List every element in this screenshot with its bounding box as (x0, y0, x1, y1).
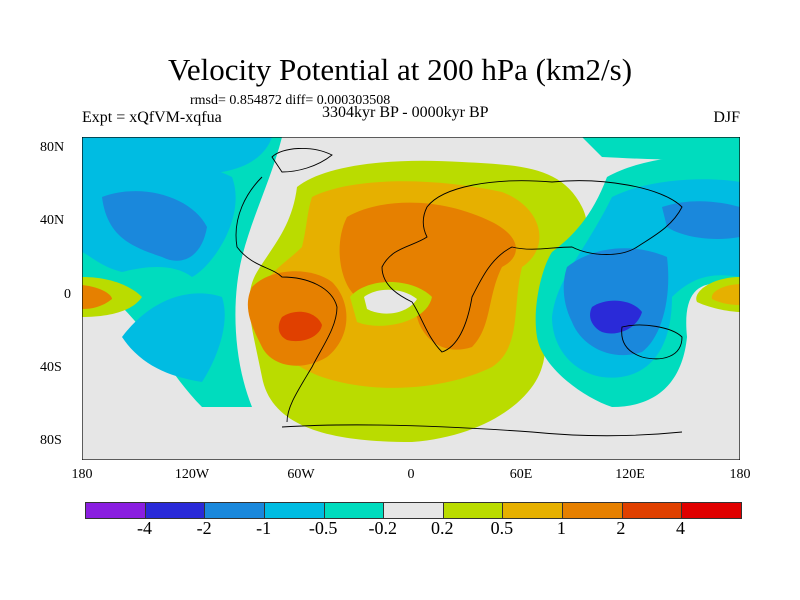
colorbar-label: 0.2 (431, 518, 454, 538)
x-tick-label: 60W (287, 467, 315, 482)
positive-region-date-line-core (711, 284, 740, 305)
y-tick-label: 0 (64, 287, 71, 302)
max-region-south-america (278, 311, 322, 342)
colorbar-swatch (682, 503, 742, 518)
colorbar-label: -0.2 (368, 518, 397, 538)
x-tick-label: 0 (407, 467, 415, 482)
x-tick-label: 120E (615, 467, 645, 482)
coastlines (235, 147, 683, 437)
colorbar-label: 1 (556, 518, 566, 538)
y-tick-label: 40S (40, 360, 62, 375)
colorbar-label: 0.5 (490, 518, 514, 538)
negative-region-top (82, 137, 272, 172)
colorbar-swatch (86, 503, 146, 518)
colorbar-swatch (503, 503, 564, 518)
season-label: DJF (713, 109, 740, 126)
colorbar-swatch (145, 503, 206, 518)
x-tick-label: 60E (509, 467, 533, 482)
colorbar-swatch (324, 503, 385, 518)
positive-region-africa (339, 202, 516, 350)
colorbar-swatch (443, 503, 504, 518)
experiment-label: Expt = xQfVM-xqfua (82, 109, 222, 126)
colorbar-swatch (205, 503, 265, 518)
colorbar-swatch (622, 503, 683, 518)
colorbar-label: 4 (675, 518, 685, 538)
y-tick-label: 80N (40, 140, 65, 155)
negative-region-pacific-core (102, 191, 207, 261)
negative-region-south-pacific (122, 293, 225, 382)
plot-title: Velocity Potential at 200 hPa (km2/s) (167, 52, 633, 87)
y-tick-label: 80S (40, 433, 62, 448)
negative-region-top-east (582, 137, 740, 160)
stats-label: rmsd= 0.854872 diff= 0.000303508 (190, 93, 391, 108)
period-label: 3304kyr BP - 0000kyr BP (322, 104, 489, 121)
colorbar-label: 2 (616, 518, 626, 538)
y-tick-label: 40N (40, 213, 65, 228)
x-tick-label: 120W (174, 467, 210, 482)
contour-map (82, 137, 740, 460)
x-tick-label: 180 (71, 467, 93, 482)
negative-region-asia-north (662, 201, 740, 239)
colorbar-label: -0.5 (308, 518, 338, 538)
neutral-hole-core (364, 289, 417, 314)
colorbar-swatch (384, 503, 444, 518)
positive-region-east-pacific-core (82, 285, 112, 309)
colorbar-label: -1 (256, 518, 272, 538)
colorbar (85, 502, 742, 519)
colorbar-label: -2 (196, 518, 212, 538)
colorbar-swatch (563, 503, 623, 518)
colorbar-label: -4 (137, 518, 153, 538)
colorbar-swatch (264, 503, 325, 518)
x-tick-label: 180 (729, 467, 751, 482)
